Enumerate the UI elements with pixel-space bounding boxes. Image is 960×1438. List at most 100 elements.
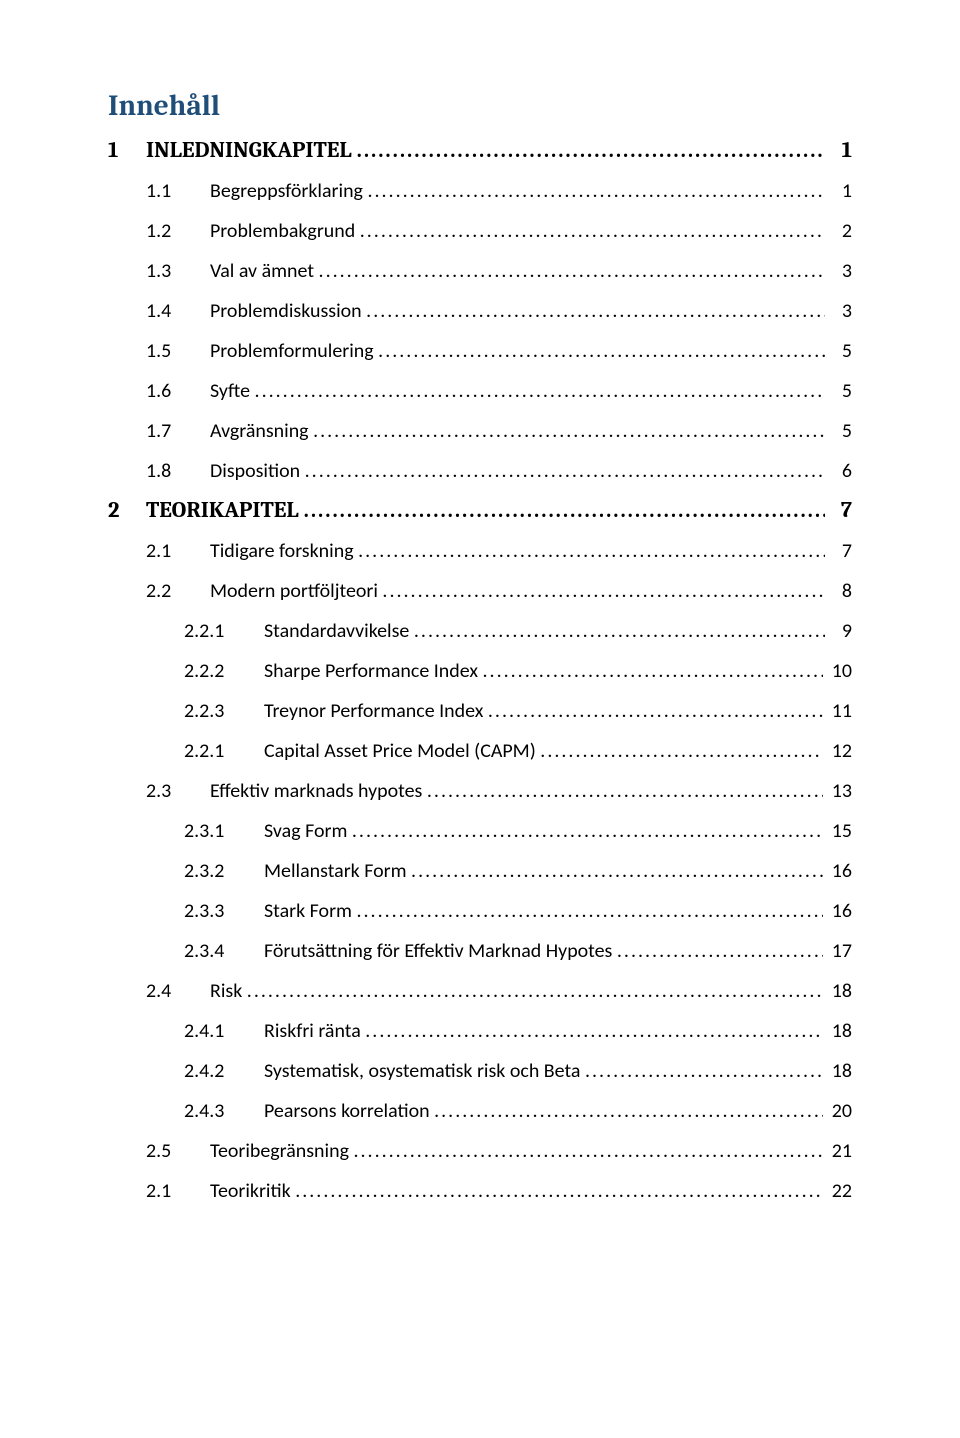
toc-entry-page: 18 [828, 1019, 852, 1043]
toc-leader [378, 339, 825, 363]
toc-entry-label: Teoribegränsning [210, 1139, 349, 1163]
toc-entry[interactable]: 1.8Disposition 6 [108, 459, 852, 483]
toc-entry-label: Disposition [210, 459, 300, 483]
toc-entry-page: 2 [830, 219, 852, 243]
toc-entry-label: Standardavvikelse [264, 619, 409, 643]
toc-leader [358, 539, 825, 563]
toc-entry-label: Effektiv marknads hypotes [210, 779, 422, 803]
toc-entry-number: 1.7 [146, 419, 210, 443]
toc-entry[interactable]: 1.6Syfte 5 [108, 379, 852, 403]
toc-entry-label: Capital Asset Price Model (CAPM) [264, 739, 536, 763]
toc-leader [305, 459, 826, 483]
toc-leader [353, 1139, 823, 1163]
toc-entry-number: 2.3.2 [184, 859, 264, 883]
toc-entry-page: 20 [828, 1099, 852, 1123]
toc-leader [352, 819, 823, 843]
toc-leader [617, 939, 823, 963]
toc-leader [313, 419, 825, 443]
toc-entry[interactable]: 2.3.2Mellanstark Form 16 [108, 859, 852, 883]
toc-entry-page: 3 [830, 299, 852, 323]
toc-entry-page: 18 [828, 979, 852, 1003]
toc-entry[interactable]: 2.5Teoribegränsning 21 [108, 1139, 852, 1163]
toc-leader [356, 899, 823, 923]
toc-entry-page: 7 [830, 539, 852, 563]
toc-entry-number: 2.2 [146, 579, 210, 603]
toc-entry-number: 2.3.3 [184, 899, 264, 923]
toc-entry-page: 9 [830, 619, 852, 643]
toc-entry-number: 1.2 [146, 219, 210, 243]
toc-entry-label: Sharpe Performance Index [264, 659, 478, 683]
toc-entry[interactable]: 2.1Tidigare forskning 7 [108, 539, 852, 563]
toc-entry-number: 2.2.1 [184, 739, 264, 763]
toc-leader [360, 219, 826, 243]
toc-entry[interactable]: 2.2.2Sharpe Performance Index 10 [108, 659, 852, 683]
toc-entry-number: 2.4.1 [184, 1019, 264, 1043]
toc-entry[interactable]: 1.5Problemformulering 5 [108, 339, 852, 363]
toc-leader [411, 859, 823, 883]
toc-entry[interactable]: 1.2Problembakgrund 2 [108, 219, 852, 243]
toc-leader [585, 1059, 823, 1083]
toc-entry-number: 2.3.4 [184, 939, 264, 963]
toc-leader [414, 619, 826, 643]
toc-entry[interactable]: 2.2Modern portföljteori 8 [108, 579, 852, 603]
toc-entry-label: Stark Form [264, 899, 352, 923]
toc-entry-page: 17 [828, 939, 852, 963]
toc-entry[interactable]: 2TEORIKAPITEL 7 [108, 497, 852, 523]
toc-leader [483, 659, 824, 683]
toc-entry[interactable]: 2.2.3Treynor Performance Index 11 [108, 699, 852, 723]
toc-entry-number: 2.2.1 [184, 619, 264, 643]
toc-leader [255, 379, 826, 403]
toc-entry-page: 5 [830, 379, 852, 403]
toc-leader [427, 779, 823, 803]
toc-entry-page: 22 [828, 1179, 852, 1203]
toc-leader [434, 1099, 823, 1123]
toc-entry[interactable]: 2.2.1Capital Asset Price Model (CAPM) 12 [108, 739, 852, 763]
toc-entry-label: Teorikritik [210, 1179, 291, 1203]
toc-entry-label: INLEDNINGKAPITEL [146, 137, 352, 163]
toc-entry-page: 6 [830, 459, 852, 483]
toc-entry[interactable]: 2.3.1Svag Form 15 [108, 819, 852, 843]
toc-leader [304, 497, 825, 523]
toc-list: 1INLEDNINGKAPITEL 11.1Begreppsförklaring… [108, 137, 852, 1203]
toc-entry-number: 2.1 [146, 1179, 210, 1203]
toc-leader [366, 299, 825, 323]
toc-entry-number: 2.4.2 [184, 1059, 264, 1083]
toc-entry[interactable]: 2.4.3Pearsons korrelation 20 [108, 1099, 852, 1123]
toc-entry[interactable]: 1.1Begreppsförklaring 1 [108, 179, 852, 203]
toc-entry-number: 1.8 [146, 459, 210, 483]
toc-entry-number: 1.5 [146, 339, 210, 363]
toc-entry-page: 15 [828, 819, 852, 843]
toc-leader [488, 699, 823, 723]
toc-entry[interactable]: 2.3.4Förutsättning för Effektiv Marknad … [108, 939, 852, 963]
toc-entry-number: 2.2.2 [184, 659, 264, 683]
toc-entry[interactable]: 1INLEDNINGKAPITEL 1 [108, 137, 852, 163]
toc-entry-page: 18 [828, 1059, 852, 1083]
toc-entry-page: 10 [828, 659, 852, 683]
toc-entry[interactable]: 2.3Effektiv marknads hypotes 13 [108, 779, 852, 803]
toc-entry-label: Problemdiskussion [210, 299, 362, 323]
toc-entry-number: 2.1 [146, 539, 210, 563]
toc-entry-page: 16 [828, 859, 852, 883]
toc-entry[interactable]: 2.4.2Systematisk, osystematisk risk och … [108, 1059, 852, 1083]
toc-entry[interactable]: 2.3.3Stark Form 16 [108, 899, 852, 923]
toc-entry-number: 2.3 [146, 779, 210, 803]
toc-entry[interactable]: 2.2.1Standardavvikelse 9 [108, 619, 852, 643]
toc-entry[interactable]: 1.7Avgränsning 5 [108, 419, 852, 443]
toc-entry-number: 1.3 [146, 259, 210, 283]
toc-entry-number: 1 [108, 137, 146, 163]
toc-entry[interactable]: 2.4.1Riskfri ränta 18 [108, 1019, 852, 1043]
toc-entry[interactable]: 1.4Problemdiskussion 3 [108, 299, 852, 323]
toc-entry-page: 7 [830, 497, 852, 523]
toc-entry-label: TEORIKAPITEL [146, 497, 299, 523]
toc-leader [247, 979, 823, 1003]
toc-leader [382, 579, 825, 603]
toc-leader [365, 1019, 823, 1043]
toc-entry-page: 16 [828, 899, 852, 923]
toc-entry-label: Avgränsning [210, 419, 309, 443]
toc-entry-number: 1.1 [146, 179, 210, 203]
toc-entry[interactable]: 2.4Risk 18 [108, 979, 852, 1003]
toc-entry[interactable]: 1.3Val av ämnet 3 [108, 259, 852, 283]
toc-entry-page: 1 [830, 137, 852, 163]
toc-entry[interactable]: 2.1Teorikritik 22 [108, 1179, 852, 1203]
toc-entry-number: 2.4 [146, 979, 210, 1003]
